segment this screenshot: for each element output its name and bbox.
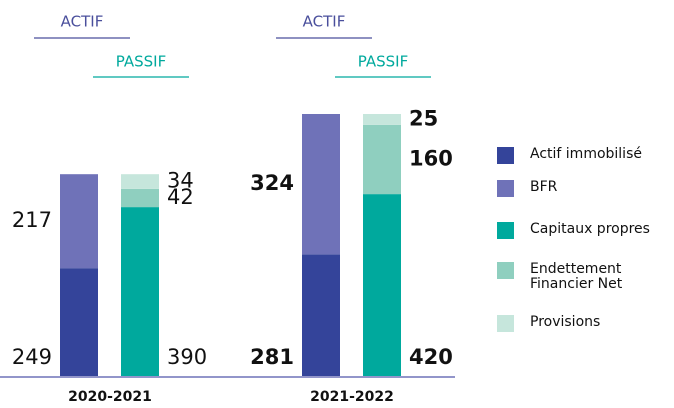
legend-swatch	[497, 262, 514, 279]
bar-segment	[60, 268, 98, 376]
stack-header: ACTIF	[61, 13, 104, 31]
legend-swatch	[497, 222, 514, 239]
bar-segment	[121, 207, 159, 376]
bar-segment	[302, 114, 340, 255]
legend-label: BFR	[530, 179, 558, 195]
legend-label: Endettement Financier Net	[530, 261, 623, 292]
value-label: 217	[12, 208, 52, 232]
bar-segment	[363, 114, 401, 125]
legend-item: BFR	[497, 180, 674, 197]
legend-item: Endettement Financier Net	[497, 262, 674, 292]
value-label: 42	[167, 185, 194, 209]
stack-header: PASSIF	[358, 53, 408, 71]
legend-label: Capitaux propres	[530, 221, 650, 237]
value-label: 25	[409, 106, 438, 130]
value-label: 160	[409, 146, 453, 170]
bar-segment	[363, 194, 401, 376]
stack-header: PASSIF	[116, 53, 166, 71]
value-label: 249	[12, 345, 52, 369]
legend-label: Provisions	[530, 314, 601, 330]
bar-segment	[302, 254, 340, 376]
stack-header: ACTIF	[303, 13, 346, 31]
legend-label: Actif immobilisé	[530, 146, 642, 162]
category-label: 2020-2021	[68, 389, 152, 405]
value-label: 34	[167, 169, 194, 193]
value-label: 420	[409, 345, 453, 369]
bar-segment	[121, 188, 159, 208]
bar-segment	[363, 124, 401, 195]
legend-swatch	[497, 180, 514, 197]
value-label: 281	[250, 345, 294, 369]
legend-swatch	[497, 147, 514, 164]
legend-swatch	[497, 315, 514, 332]
value-label: 324	[250, 171, 294, 195]
bar-segment	[60, 174, 98, 269]
legend-item: Provisions	[497, 315, 674, 332]
legend-item: Capitaux propres	[497, 222, 674, 239]
legend-item: Actif immobilisé	[497, 147, 674, 164]
bar-segment	[121, 174, 159, 189]
value-label: 390	[167, 345, 207, 369]
category-label: 2021-2022	[310, 389, 394, 405]
